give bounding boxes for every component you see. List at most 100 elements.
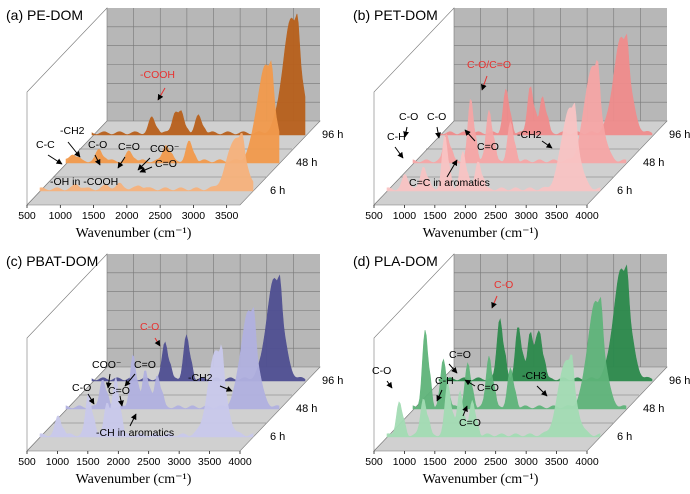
annotation-arrow [47, 154, 63, 165]
annotation-arrow [394, 146, 404, 159]
annotation-arrow [536, 385, 548, 397]
x-tick-label: 3500 [545, 210, 569, 222]
x-tick-label: 1500 [76, 456, 100, 468]
x-tick-label: 3500 [215, 210, 239, 222]
annotation-arrow [462, 405, 468, 417]
spectrum-6h [39, 344, 254, 438]
time-label: 48 h [296, 403, 317, 415]
annotation-label: -CH2 [188, 372, 213, 384]
annotation-label: C-H [387, 131, 406, 143]
annotation-arrow [117, 156, 126, 169]
x-tick-label: 500 [365, 456, 383, 468]
x-tick-label: 1500 [423, 210, 447, 222]
annotation-label: COO⁻ [150, 143, 180, 155]
annotation-label: C-C [36, 139, 55, 151]
x-tick-label: 2500 [137, 456, 161, 468]
annotation-label: -CH3 [522, 370, 547, 382]
spectrum-96h [438, 264, 653, 382]
x-tick-label: 500 [18, 210, 36, 222]
annotation-arrow [464, 129, 476, 142]
annotation-label: COO⁻ [92, 359, 122, 371]
annotation-arrow [386, 380, 393, 389]
x-tick-label: 1000 [46, 456, 70, 468]
panel-a: 96 h 48 h 6 h (a) PE-DOM 500 1000 1500 2000 2500… [6, 7, 343, 241]
annotation-arrow [157, 87, 166, 101]
x-tick-label: 1500 [82, 210, 106, 222]
annotation-arrow [448, 363, 458, 374]
time-label: 96 h [322, 375, 343, 387]
annotation-label: C-O [88, 139, 107, 151]
x-tick-label: 500 [18, 456, 36, 468]
annotation-arrow [129, 413, 137, 427]
time-label: 96 h [669, 129, 690, 141]
annotation-label: -OH in -COOH [50, 176, 118, 188]
spectrum-96h [91, 274, 306, 382]
panel-title: (b) PET-DOM [353, 7, 438, 23]
annotation-label: C-O/C=O [467, 59, 511, 71]
annotation-arrow [464, 379, 476, 387]
annotation-label: C-O [427, 111, 446, 123]
x-tick-label: 2500 [148, 210, 172, 222]
annotation-arrow [117, 395, 124, 407]
annotation-label: C=O [477, 141, 499, 153]
x-tick-label: 3000 [514, 210, 538, 222]
annotation-label: C=O [108, 385, 130, 397]
annotation-arrow [446, 159, 458, 178]
time-label: 48 h [643, 403, 664, 415]
x-axis-label: Wavenumber (cm⁻¹) [423, 226, 539, 241]
spectrum-6h [386, 354, 601, 438]
spectrum-48h [65, 306, 280, 410]
panel-title: (a) PE-DOM [6, 7, 83, 23]
annotation-label: C-O [399, 111, 418, 123]
x-tick-label: 3500 [198, 456, 222, 468]
annotation-label: -CH in aromatics [96, 427, 174, 439]
x-tick-label: 3000 [182, 210, 206, 222]
x-tick-label: 4000 [575, 210, 599, 222]
spectrum-48h [412, 60, 627, 164]
annotation-arrow [94, 154, 101, 166]
x-tick-label: 2500 [484, 210, 508, 222]
x-tick-label: 3000 [514, 456, 538, 468]
annotation-arrow [87, 393, 95, 405]
annotation-arrow [105, 373, 112, 389]
annotation-arrow [436, 389, 443, 402]
annotation-arrow [139, 166, 153, 173]
x-axis-label: Wavenumber (cm⁻¹) [76, 226, 192, 241]
annotation-label: C=O [134, 359, 156, 371]
x-tick-label: 1500 [423, 456, 447, 468]
time-label: 96 h [669, 375, 690, 387]
x-axis-label: Wavenumber (cm⁻¹) [76, 472, 192, 487]
annotation-label: -CH2 [60, 125, 85, 137]
annotation-arrow [219, 385, 233, 392]
x-tick-label: 2000 [115, 210, 139, 222]
x-tick-label: 3000 [167, 456, 191, 468]
annotation-label: C=C in aromatics [409, 177, 490, 189]
annotation-label: C=O [449, 349, 471, 361]
x-tick-label: 4000 [228, 456, 252, 468]
panel-c: 96 h 48 h 6 h (c) PBAT-DOM 500 1000 1500 2000 25… [6, 253, 343, 487]
annotation-label: -CH2 [517, 129, 542, 141]
x-tick-label: 2500 [484, 456, 508, 468]
annotation-label: C-O [72, 382, 91, 394]
x-tick-label: 3500 [545, 456, 569, 468]
time-label: 6 h [270, 431, 285, 443]
annotation-arrow [541, 140, 553, 149]
annotation-label: C=O [477, 382, 499, 394]
spectrum-6h [39, 132, 254, 192]
x-tick-label: 4000 [575, 456, 599, 468]
x-tick-label: 1000 [393, 210, 417, 222]
panel-title: (d) PLA-DOM [353, 253, 438, 269]
annotation-arrow [403, 126, 410, 138]
time-label: 6 h [270, 185, 285, 197]
time-label: 6 h [617, 431, 632, 443]
annotation-label: C-O [372, 365, 391, 377]
spectrum-6h [386, 102, 601, 192]
x-tick-label: 2000 [454, 210, 478, 222]
x-tick-label: 2000 [107, 456, 131, 468]
annotation-label: C-O [494, 279, 513, 291]
panel-b: 96 h 48 h 6 h (b) PET-DOM 500 1000 1500 2000 250… [353, 7, 690, 241]
annotation-label: C-O [140, 321, 159, 333]
annotation-label: C=O [459, 417, 481, 429]
x-tick-label: 500 [365, 210, 383, 222]
